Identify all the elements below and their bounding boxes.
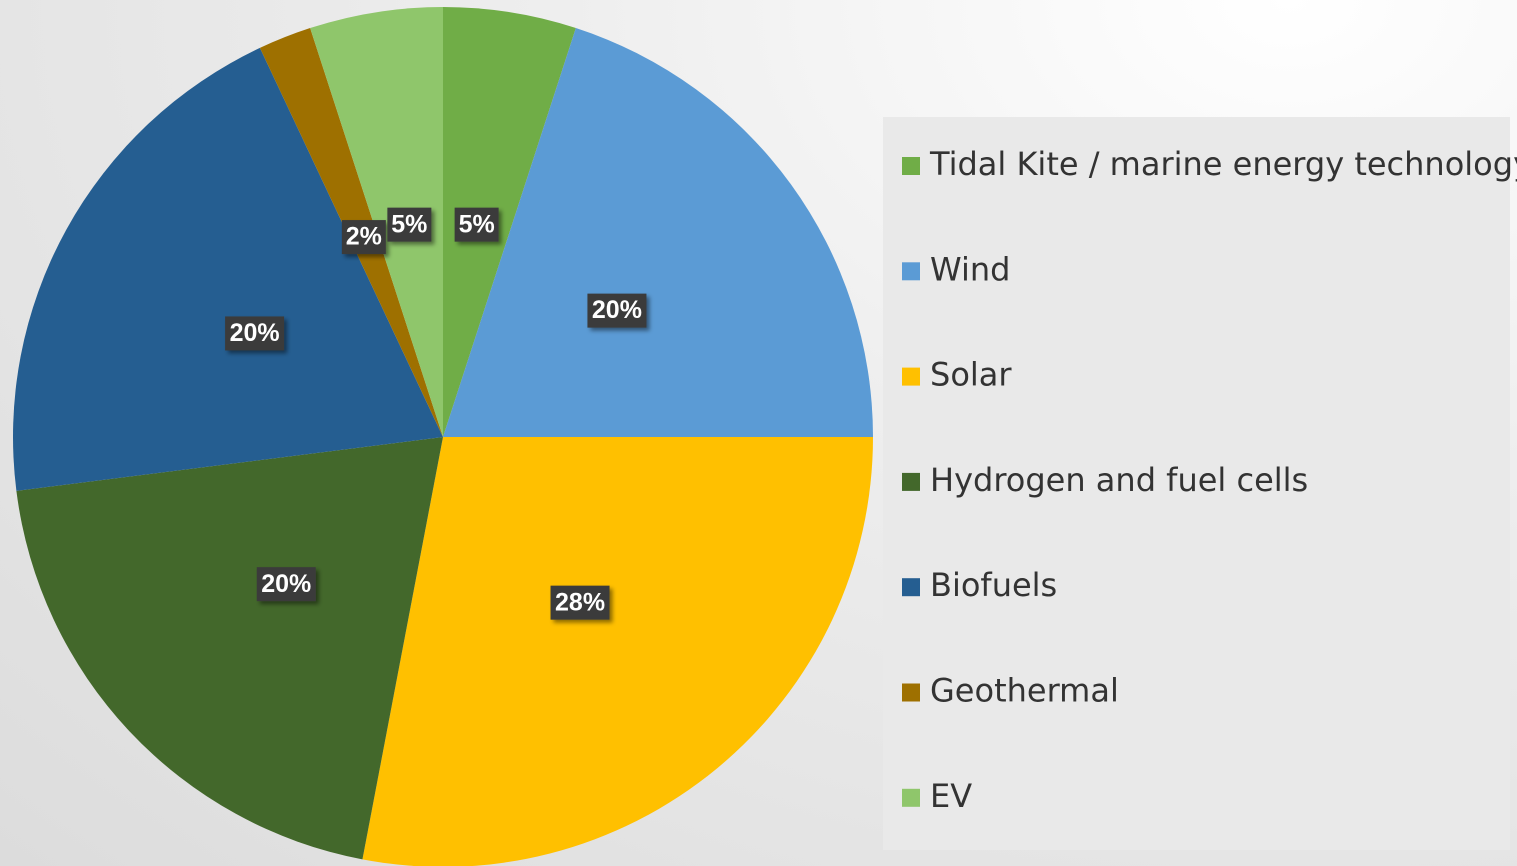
pie [12,7,874,866]
legend-swatch [902,472,920,491]
legend-swatch [902,367,920,386]
legend-label: Tidal Kite / marine energy technology [929,145,1517,183]
data-label-text: 20% [592,296,642,324]
data-label: 20% [256,567,316,602]
data-label: 20% [587,293,647,328]
legend-label: Biofuels [930,566,1057,604]
data-label-text: 20% [261,570,311,598]
data-label-box [587,293,647,328]
legend-swatch [902,262,920,281]
pie-slice [443,28,874,438]
data-label: 20% [225,316,285,351]
legend: Tidal Kite / marine energy technology Win… [902,145,1517,815]
legend-label: Wind [930,250,1010,288]
data-label-text: 5% [391,210,427,238]
legend-label: Geothermal [930,672,1119,710]
data-label: 5% [387,207,432,242]
legend-label: Solar [930,356,1012,394]
data-label-box [454,207,499,242]
data-label-text: 5% [459,210,495,238]
data-label-box [225,316,285,351]
data-label-text: 28% [555,588,605,616]
data-labels: 5% 20% 28% 20% 20% 2% 5% [225,207,647,620]
legend-box [883,117,1510,850]
legend-swatch [902,683,920,702]
pie-slice [443,7,576,437]
legend-label: Hydrogen and fuel cells [930,461,1308,499]
data-label-box [550,585,610,620]
data-label: 5% [454,207,499,242]
legend-swatch [902,157,920,175]
pie-slice [12,47,443,491]
legend-swatch [902,788,920,807]
data-label-box [256,567,316,602]
pie-slice [362,437,873,866]
data-label: 2% [341,220,386,255]
data-label-box [387,207,432,242]
data-label-text: 2% [346,223,382,251]
legend-label: EV [930,777,972,815]
legend-swatch [902,578,920,597]
data-label-box [341,220,386,255]
pie-slice [16,437,443,860]
data-label-text: 20% [230,319,280,347]
data-label: 28% [550,585,610,620]
